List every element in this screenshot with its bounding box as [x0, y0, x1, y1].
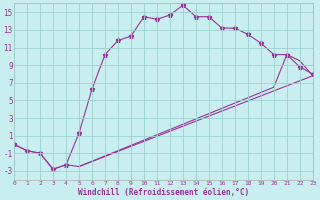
X-axis label: Windchill (Refroidissement éolien,°C): Windchill (Refroidissement éolien,°C)	[78, 188, 249, 197]
